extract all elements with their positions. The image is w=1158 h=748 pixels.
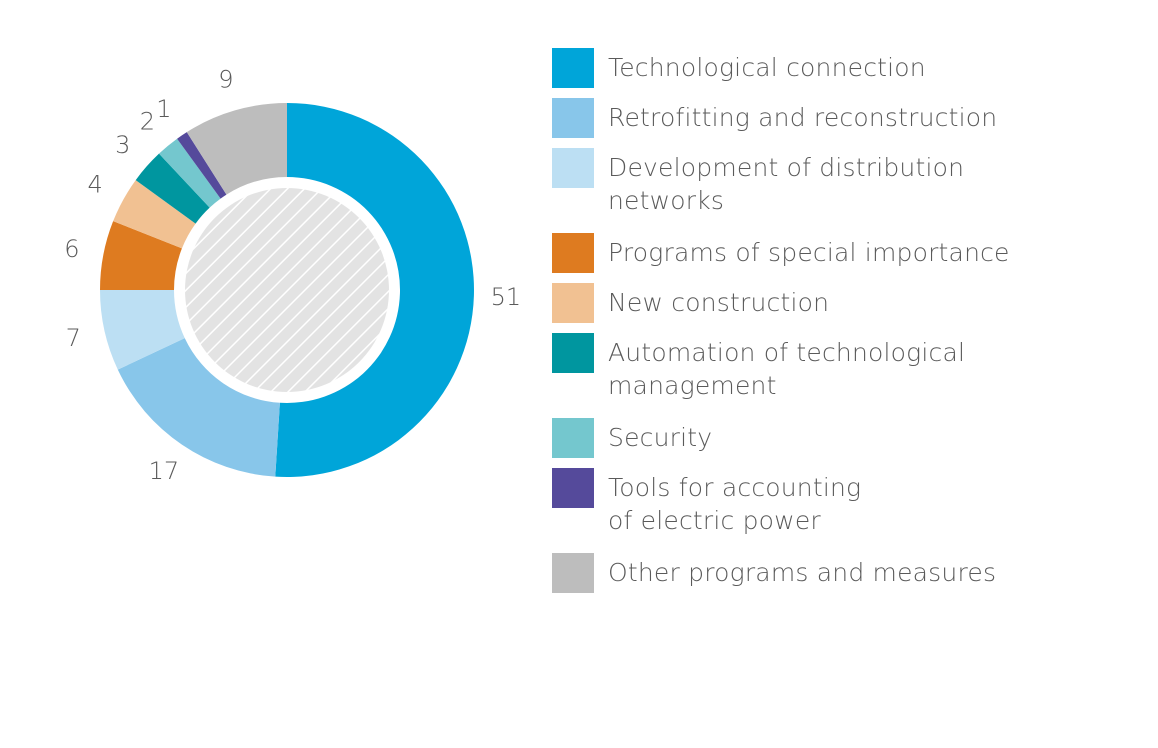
legend-label: Development of distribution networks <box>608 153 965 215</box>
legend-label: Other programs and measures <box>608 558 997 587</box>
legend-item: Automation of technological management <box>552 333 1152 402</box>
slice-3 <box>100 221 182 290</box>
legend-item: Technological connection <box>552 48 1152 88</box>
legend-label: New construction <box>608 288 830 317</box>
slice-2 <box>100 290 185 370</box>
slice-value-label-4: 4 <box>87 170 102 198</box>
legend-label: Retrofitting and reconstruction <box>608 103 998 132</box>
legend-item: Security <box>552 418 1152 458</box>
legend-label: Technological connection <box>608 53 926 82</box>
slice-value-label-2: 7 <box>66 324 81 352</box>
slice-value-label-1: 17 <box>149 457 180 485</box>
legend-item: Retrofitting and reconstruction <box>552 98 1152 138</box>
slice-7 <box>177 132 227 199</box>
legend-label: Tools for accounting of electric power <box>608 473 862 535</box>
slice-value-label-7: 1 <box>156 95 171 123</box>
slice-value-label-5: 3 <box>115 131 130 159</box>
legend-swatch <box>552 233 594 273</box>
legend-item: Tools for accounting of electric power <box>552 468 1152 537</box>
legend-label: Automation of technological management <box>608 338 966 400</box>
slice-1 <box>117 338 280 477</box>
slice-4 <box>113 180 196 249</box>
slice-0 <box>275 103 474 478</box>
legend-swatch <box>552 98 594 138</box>
slice-value-label-8: 9 <box>218 66 233 94</box>
legend-swatch <box>552 418 594 458</box>
slice-8 <box>186 103 287 195</box>
slice-value-label-3: 6 <box>64 235 79 263</box>
slice-6 <box>158 138 221 208</box>
legend-swatch <box>552 48 594 88</box>
legend-item: Development of distribution networks <box>552 148 1152 217</box>
legend-swatch <box>552 148 594 188</box>
legend-label: Security <box>608 423 713 452</box>
donut-center <box>185 188 389 392</box>
legend-item: Programs of special importance <box>552 233 1152 273</box>
legend-label: Programs of special importance <box>608 238 1010 267</box>
slice-5 <box>135 153 210 224</box>
legend-swatch <box>552 283 594 323</box>
legend-item: Other programs and measures <box>552 553 1152 593</box>
legend-swatch <box>552 553 594 593</box>
legend-swatch <box>552 333 594 373</box>
legend-swatch <box>552 468 594 508</box>
slice-value-label-0: 51 <box>491 283 522 311</box>
legend-item: New construction <box>552 283 1152 323</box>
slice-value-label-6: 2 <box>140 107 155 135</box>
legend: Technological connection Retrofitting and… <box>552 48 1152 593</box>
